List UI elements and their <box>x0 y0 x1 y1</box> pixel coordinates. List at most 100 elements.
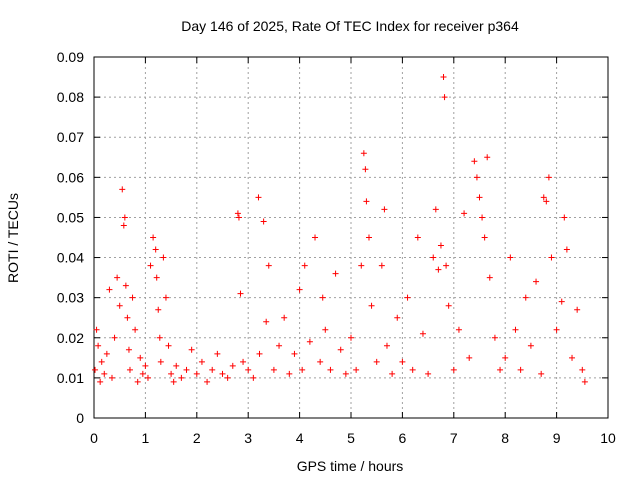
data-point <box>319 294 326 301</box>
data-point <box>209 366 216 373</box>
data-point <box>563 246 570 253</box>
data-point <box>286 370 293 377</box>
data-point <box>214 350 221 357</box>
data-point <box>165 342 172 349</box>
data-point <box>409 366 416 373</box>
data-point <box>170 378 177 385</box>
y-tick-label: 0.07 <box>57 129 84 145</box>
x-tick-label: 1 <box>142 430 150 446</box>
data-point <box>317 358 324 365</box>
data-point <box>579 366 586 373</box>
data-point <box>306 338 313 345</box>
data-point <box>437 242 444 249</box>
data-point <box>156 334 163 341</box>
data-point <box>114 274 121 281</box>
data-point <box>281 314 288 321</box>
data-point <box>125 346 132 353</box>
data-point <box>97 378 104 385</box>
data-point <box>188 346 195 353</box>
data-point <box>139 370 146 377</box>
data-point <box>120 222 127 229</box>
data-point <box>178 374 185 381</box>
data-point <box>144 374 151 381</box>
data-point <box>569 354 576 361</box>
data-point <box>256 350 263 357</box>
data-point <box>540 194 547 201</box>
data-point <box>476 194 483 201</box>
data-point <box>381 206 388 213</box>
data-point <box>276 342 283 349</box>
data-point <box>193 370 200 377</box>
y-tick-label: 0.03 <box>57 290 84 306</box>
data-point <box>260 218 267 225</box>
data-point <box>116 302 123 309</box>
data-point <box>103 350 110 357</box>
data-point <box>404 294 411 301</box>
data-point <box>121 214 128 221</box>
x-tick-label: 4 <box>296 430 304 446</box>
data-point <box>270 366 277 373</box>
data-point <box>245 366 252 373</box>
data-point <box>157 358 164 365</box>
data-point <box>491 334 498 341</box>
data-point <box>134 378 141 385</box>
x-tick-label: 8 <box>501 430 509 446</box>
data-point <box>574 306 581 313</box>
data-point <box>425 370 432 377</box>
y-tick-label: 0.05 <box>57 209 84 225</box>
y-tick-label: 0 <box>76 410 84 426</box>
data-point <box>471 158 478 165</box>
data-point <box>455 326 462 333</box>
data-point <box>486 274 493 281</box>
data-point <box>183 366 190 373</box>
data-point <box>430 254 437 261</box>
data-point <box>142 362 149 369</box>
data-point <box>432 206 439 213</box>
data-points <box>92 74 588 385</box>
data-point <box>479 214 486 221</box>
data-point <box>360 150 367 157</box>
data-point <box>548 254 555 261</box>
data-point <box>342 370 349 377</box>
data-point <box>473 174 480 181</box>
x-tick-label: 9 <box>553 430 561 446</box>
data-point <box>173 362 180 369</box>
y-tick-label: 0.04 <box>57 250 84 266</box>
data-point <box>445 302 452 309</box>
data-point <box>137 354 144 361</box>
y-tick-label: 0.08 <box>57 89 84 105</box>
data-point <box>399 358 406 365</box>
data-point <box>106 286 113 293</box>
x-tick-label: 6 <box>399 430 407 446</box>
data-point <box>435 266 442 273</box>
data-point <box>155 306 162 313</box>
x-tick-label: 10 <box>600 430 616 446</box>
y-tick-label: 0.01 <box>57 370 84 386</box>
data-point <box>368 302 375 309</box>
data-point <box>124 314 131 321</box>
x-tick-label: 5 <box>347 430 355 446</box>
data-point <box>522 294 529 301</box>
data-point <box>497 366 504 373</box>
data-point <box>147 262 154 269</box>
data-point <box>538 370 545 377</box>
data-point <box>581 378 588 385</box>
y-tick-label: 0.06 <box>57 169 84 185</box>
data-point <box>558 298 565 305</box>
data-point <box>419 330 426 337</box>
data-point <box>265 262 272 269</box>
data-point <box>255 194 262 201</box>
data-point <box>440 74 447 81</box>
data-point <box>337 346 344 353</box>
data-point <box>129 294 136 301</box>
x-axis-label: GPS time / hours <box>297 458 404 474</box>
data-point <box>198 358 205 365</box>
data-point <box>312 234 319 241</box>
data-point <box>237 290 244 297</box>
data-point <box>327 366 334 373</box>
data-point <box>93 326 100 333</box>
data-point <box>153 274 160 281</box>
grid <box>94 57 608 418</box>
data-point <box>111 334 118 341</box>
